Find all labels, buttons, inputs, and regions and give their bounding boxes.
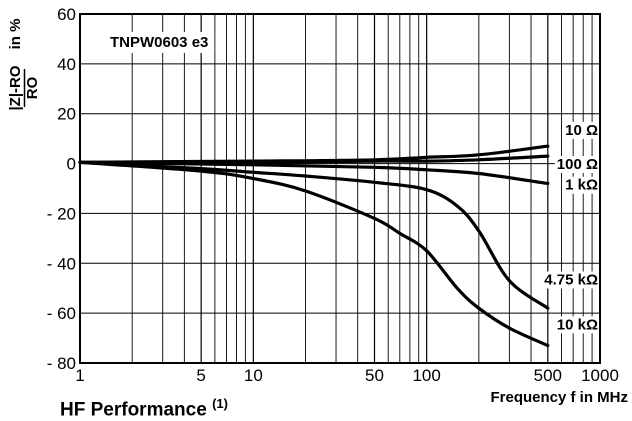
y-axis-label-unit: in % <box>7 19 24 50</box>
x-axis-label: Frequency f in MHz <box>490 389 628 406</box>
curve-label: 10 kΩ <box>557 316 598 333</box>
x-tick-label: 1000 <box>581 366 619 385</box>
x-tick-label: 500 <box>534 366 562 385</box>
curve-line <box>78 160 550 348</box>
chart-title: TNPW0603 e3 <box>110 34 208 51</box>
y-tick-label: 40 <box>57 55 76 74</box>
x-tick-label: 100 <box>412 366 440 385</box>
chart-title-background <box>104 32 215 53</box>
curve-label-background <box>554 316 599 334</box>
curve-label: 1 kΩ <box>565 177 598 194</box>
y-axis-label: |Z|-RO RO in % <box>7 19 41 111</box>
curves <box>78 144 550 348</box>
curve-label-background <box>542 271 599 289</box>
y-tick-label: 20 <box>57 105 76 124</box>
curve-label: 10 Ω <box>565 122 598 139</box>
y-tick-labels: 60 40 20 0 - 20 - 40 - 60 - 80 <box>47 5 76 373</box>
y-tick-label: - 20 <box>47 204 76 223</box>
curve-label: 100 Ω <box>557 156 598 173</box>
y-tick-label: - 60 <box>47 304 76 323</box>
x-tick-label: 5 <box>196 366 205 385</box>
caption-footnote-marker: (1) <box>212 396 228 411</box>
y-tick-label: 60 <box>57 5 76 24</box>
y-tick-label: 0 <box>67 155 76 174</box>
curve-label: 4.75 kΩ <box>544 271 598 288</box>
curve-labels: 10 Ω 100 Ω 1 kΩ 4.75 kΩ 10 kΩ <box>542 121 599 334</box>
plot-frame <box>79 13 601 364</box>
y-tick-label: - 40 <box>47 254 76 273</box>
x-tick-label: 10 <box>244 366 263 385</box>
chart-svg: 60 40 20 0 - 20 - 40 - 60 - 80 1 5 10 50 100 500 1000… <box>7 5 628 406</box>
y-tick-label: - 80 <box>47 354 76 373</box>
curve-line <box>78 160 550 186</box>
hf-performance-chart: 60 40 20 0 - 20 - 40 - 60 - 80 1 5 10 50 100 500 1000… <box>7 5 628 406</box>
curve-line <box>78 160 550 310</box>
curve-label-background <box>563 176 599 194</box>
grid <box>80 13 600 364</box>
y-axis-label-denominator: RO <box>24 76 41 99</box>
curve-label-background <box>554 156 599 174</box>
curve-label-background <box>563 121 599 139</box>
x-tick-label: 50 <box>365 366 384 385</box>
figure-caption: HF Performance (1) <box>60 396 228 421</box>
x-tick-label: 1 <box>75 366 84 385</box>
caption-text: HF Performance <box>60 399 207 421</box>
x-tick-labels: 1 5 10 50 100 500 1000 <box>75 366 619 385</box>
y-axis-label-numerator: |Z|-RO <box>7 65 24 110</box>
